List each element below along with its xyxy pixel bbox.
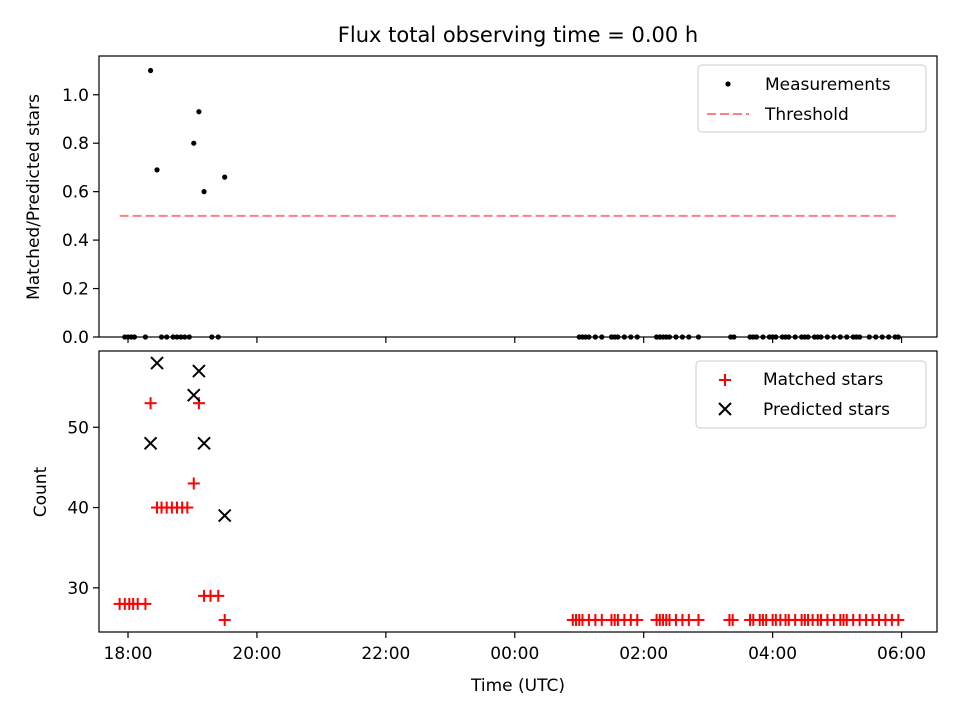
xtick-label: 20:00 [232, 644, 281, 664]
matched-point [212, 589, 225, 602]
predicted-point [143, 436, 158, 451]
top-legend-box [697, 64, 927, 133]
ytick-label: 0.6 [62, 183, 89, 203]
ytick-label: 50 [67, 418, 89, 438]
legend-predicted-label: Predicted stars [763, 400, 890, 420]
matched-point [892, 613, 905, 626]
bottom-legend-box [695, 360, 927, 429]
legend-matched-label: Matched stars [763, 370, 883, 390]
matched-point [726, 613, 739, 626]
chart-title: Flux total observing time = 0.00 h [338, 23, 698, 47]
bottom-ticks: 30 40 50 18:00 20:00 22:00 00:00 02:00 04:00 06:0… [67, 418, 926, 664]
legend-matched-marker [719, 374, 731, 386]
top-axes-frame [98, 55, 938, 338]
matched-point [218, 613, 231, 626]
top-legend: Measurements Threshold [697, 64, 927, 133]
legend-measurements-label: Measurements [765, 75, 891, 95]
bottom-ylabel: Count [31, 466, 51, 517]
top-panel: 0.0 0.2 0.4 0.6 0.8 1.0 Matched/Predicted sta… [24, 55, 938, 348]
bottom-xlabel: Time (UTC) [470, 676, 565, 696]
matched-point [139, 597, 152, 610]
bottom-axes-frame [98, 350, 938, 633]
legend-measurements-marker [725, 81, 731, 87]
top-ticks: 0.0 0.2 0.4 0.6 0.8 1.0 [62, 86, 903, 348]
ytick-label: 0.8 [62, 134, 89, 154]
xtick-label: 02:00 [619, 644, 668, 664]
matched-point [631, 613, 644, 626]
measurement-point [147, 67, 154, 74]
ytick-label: 0.0 [62, 328, 89, 348]
ytick-label: 30 [67, 579, 89, 599]
xtick-label: 04:00 [748, 644, 797, 664]
measurement-point [196, 109, 202, 115]
predicted-point [217, 508, 232, 523]
measurement-point [201, 189, 207, 195]
legend-predicted-marker [718, 402, 732, 416]
measurement-point [191, 140, 197, 146]
bottom-panel: 30 40 50 18:00 20:00 22:00 00:00 02:00 04:00 06:0… [31, 350, 938, 696]
xtick-label: 22:00 [361, 644, 410, 664]
predicted-point [187, 388, 201, 402]
bottom-legend: Matched stars Predicted stars [695, 360, 927, 429]
matched-point [144, 397, 157, 410]
ytick-label: 0.4 [62, 231, 89, 251]
xtick-label: 00:00 [490, 644, 539, 664]
legend-threshold-label: Threshold [764, 105, 849, 125]
ytick-label: 0.2 [62, 280, 89, 300]
predicted-point [192, 364, 206, 378]
measurement-point [154, 167, 160, 173]
measurement-point [222, 174, 228, 180]
ytick-label: 40 [67, 499, 89, 519]
bottom-plot-area [113, 356, 905, 626]
top-ylabel: Matched/Predicted stars [24, 94, 44, 300]
predicted-point [150, 356, 164, 370]
matched-point [692, 613, 705, 626]
matched-point [187, 477, 200, 490]
xtick-label: 06:00 [877, 644, 926, 664]
ytick-label: 1.0 [62, 86, 89, 106]
predicted-point [197, 436, 211, 451]
xtick-label: 18:00 [104, 644, 153, 664]
matched-point [181, 501, 194, 514]
